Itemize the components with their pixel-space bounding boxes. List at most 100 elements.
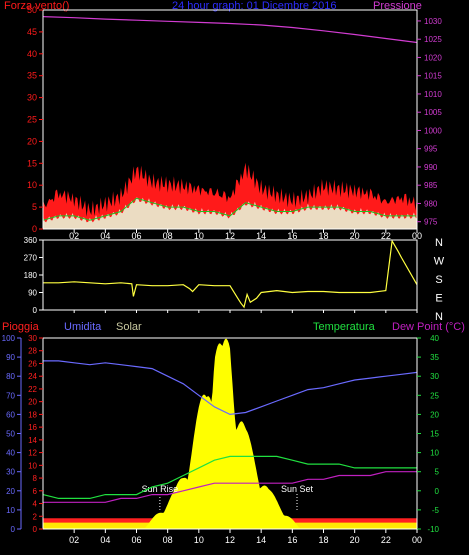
- pressure-tick-label: 1030: [424, 17, 442, 26]
- wind-axis-title: Forza vento(): [4, 0, 70, 12]
- pressure-tick-label: 985: [424, 181, 438, 190]
- wind-tick-label: 5: [32, 202, 37, 212]
- humidity-tick-label: 50: [6, 430, 15, 439]
- wind-average-area: [43, 197, 417, 229]
- x-tick-label: 14: [256, 535, 266, 545]
- x-tick-label: 18: [318, 535, 328, 545]
- rain-tick-label: 18: [28, 410, 37, 419]
- temperature-axis-title: Temperatura: [313, 321, 375, 333]
- x-tick-label: 00: [412, 231, 422, 241]
- dewpoint-axis-title: Dew Point (°C): [392, 321, 465, 333]
- rain-tick-label: 24: [28, 372, 37, 381]
- panel-2-frame: [42, 239, 418, 311]
- wind-tick-label: 25: [27, 115, 37, 125]
- x-tick-label: 16: [287, 231, 297, 241]
- pressure-tick-label: 1020: [424, 53, 442, 62]
- dewpoint-line: [43, 471, 417, 503]
- rain-axis-title: Pioggia: [2, 321, 39, 333]
- humidity-tick-label: 10: [6, 506, 15, 515]
- x-tick-label: 22: [381, 231, 391, 241]
- rain-tick-label: 8: [33, 474, 38, 483]
- x-tick-label: 04: [100, 231, 110, 241]
- wind-tick-label: 50: [27, 5, 37, 15]
- wind-tick-label: 35: [27, 71, 37, 81]
- x-tick-label: 10: [194, 535, 204, 545]
- x-tick-label: 10: [194, 231, 204, 241]
- rain-tick-label: 30: [28, 334, 37, 343]
- panel-1-frame: [42, 9, 418, 230]
- rain-tick-label: 12: [28, 449, 37, 458]
- humidity-tick-label: 100: [2, 334, 16, 343]
- x-tick-label: 04: [100, 535, 110, 545]
- pressure-tick-label: 1005: [424, 108, 442, 117]
- x-tick-label: 08: [163, 535, 173, 545]
- x-tick-label: 02: [69, 535, 79, 545]
- temp-tick-label: -5: [432, 506, 440, 515]
- temp-tick-label: 5: [435, 468, 440, 477]
- pressure-tick-label: 995: [424, 145, 438, 154]
- pressure-tick-label: 1025: [424, 35, 442, 44]
- x-tick-label: 00: [412, 535, 422, 545]
- wind-tick-label: 20: [27, 136, 37, 146]
- sun-marker-label: Sun Set: [281, 484, 314, 494]
- compass-label: S: [435, 274, 442, 286]
- humidity-axis-title: Umidita: [64, 321, 102, 333]
- temp-tick-label: 20: [430, 410, 439, 419]
- humidity-tick-label: 20: [6, 487, 15, 496]
- compass-label: N: [435, 237, 443, 249]
- humidity-line: [43, 360, 418, 416]
- rain-tick-label: 4: [33, 500, 38, 509]
- wind-tick-label: 0: [32, 224, 37, 234]
- temperature-line: [42, 455, 417, 499]
- temp-tick-label: 0: [435, 487, 440, 496]
- pressure-line: [42, 16, 418, 44]
- rain-tick-label: 20: [28, 398, 37, 407]
- x-tick-label: 12: [225, 231, 235, 241]
- x-tick-label: 20: [350, 231, 360, 241]
- rain-tick-label: 26: [28, 359, 37, 368]
- graph-title: 24 hour graph: 01 Dicembre 2016: [172, 0, 337, 12]
- x-tick-label: 14: [256, 231, 266, 241]
- x-tick-label: 06: [131, 231, 141, 241]
- x-tick-label: 18: [318, 231, 328, 241]
- pressure-tick-label: 975: [424, 218, 438, 227]
- temp-tick-label: 25: [430, 391, 439, 400]
- humidity-tick-label: 90: [6, 353, 15, 362]
- rain-tick-label: 28: [28, 347, 37, 356]
- pressure-tick-label: 1010: [424, 90, 442, 99]
- wind-direction-line: [43, 239, 418, 309]
- direction-tick-label: 270: [24, 254, 38, 263]
- rain-tick-label: 22: [28, 385, 37, 394]
- direction-tick-label: 180: [24, 271, 38, 280]
- x-tick-label: 22: [381, 535, 391, 545]
- pressure-tick-label: 1015: [424, 72, 442, 81]
- wind-tick-label: 15: [27, 158, 37, 168]
- sun-marker-label: Sun Rise: [142, 484, 179, 494]
- direction-tick-label: 90: [28, 289, 37, 298]
- rain-tick-label: 16: [28, 423, 37, 432]
- compass-label: W: [434, 256, 445, 268]
- direction-tick-label: 360: [24, 236, 38, 245]
- pressure-tick-label: 1000: [424, 126, 442, 135]
- wind-tick-label: 10: [27, 180, 37, 190]
- wind-tick-label: 45: [27, 27, 37, 37]
- humidity-tick-label: 80: [6, 372, 15, 381]
- solar-area: [43, 338, 417, 529]
- x-tick-label: 12: [225, 535, 235, 545]
- rain-tick-label: 10: [28, 461, 37, 470]
- x-tick-label: 06: [131, 535, 141, 545]
- humidity-tick-label: 70: [6, 391, 15, 400]
- pressure-tick-label: 980: [424, 199, 438, 208]
- x-tick-label: 20: [350, 535, 360, 545]
- humidity-tick-label: 40: [6, 449, 15, 458]
- pressure-axis-title: Pressione: [373, 0, 422, 12]
- temp-tick-label: 15: [430, 430, 439, 439]
- direction-tick-label: 0: [33, 306, 38, 315]
- rain-tick-label: 6: [33, 487, 38, 496]
- temp-tick-label: 30: [430, 372, 439, 381]
- x-tick-label: 02: [69, 231, 79, 241]
- compass-label: N: [435, 311, 443, 323]
- x-tick-label: 16: [287, 535, 297, 545]
- temp-tick-label: 10: [430, 449, 439, 458]
